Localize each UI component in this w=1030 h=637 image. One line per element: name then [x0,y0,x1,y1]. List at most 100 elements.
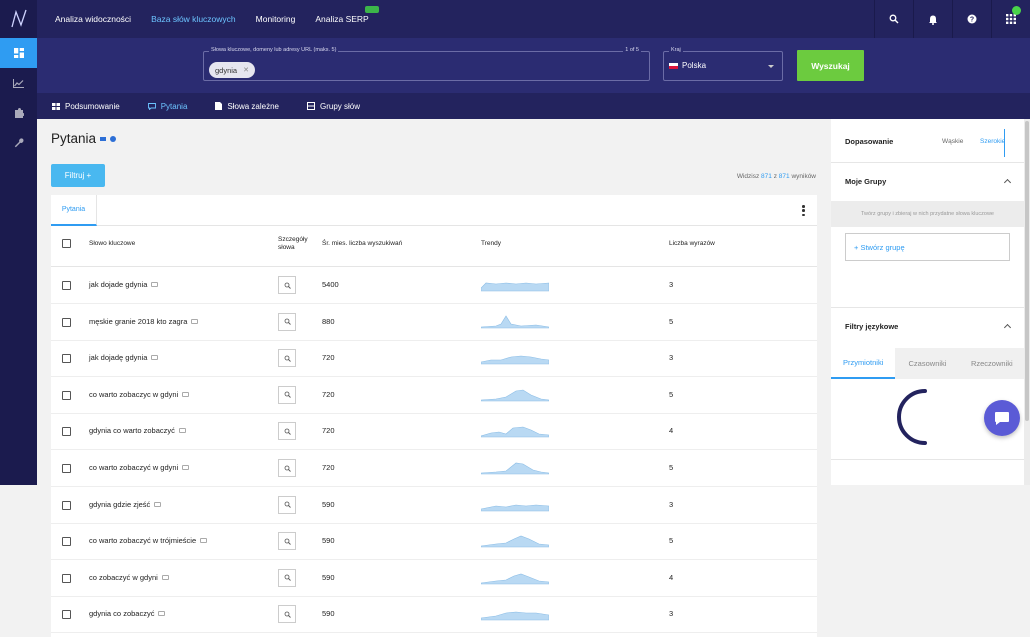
sidebar-item-dashboard[interactable] [0,38,37,68]
table-row: gdynia co zobaczyć 590 3 [51,596,817,634]
keyword-details-button[interactable] [278,605,296,624]
word-count-cell: 4 [669,426,674,436]
keyword-details-button[interactable] [278,495,296,514]
row-checkbox[interactable] [62,464,71,473]
tab-word-groups[interactable]: Grupy słów [306,101,360,111]
keyword-details-button[interactable] [278,312,296,331]
country-value: Polska [669,61,706,70]
tab-adjectives[interactable]: Przymiotniki [831,348,896,379]
sidebar-item-tools[interactable] [0,128,37,158]
help-icon[interactable]: ? [952,0,991,38]
magnifier-icon [284,611,291,618]
header-keyword[interactable]: Słowo kluczowe [89,240,136,247]
sidebar-item-analytics[interactable] [0,68,37,98]
row-checkbox[interactable] [62,281,71,290]
keyword-details-button[interactable] [278,385,296,404]
collapse-groups-icon[interactable] [1003,178,1012,187]
row-checkbox[interactable] [62,500,71,510]
keyword-details-button[interactable] [278,422,296,441]
magnifier-icon [284,501,291,508]
comment-icon[interactable] [158,611,166,617]
search-icon[interactable] [874,0,913,38]
word-count-cell: 3 [669,609,674,619]
tab-nouns[interactable]: Rzeczowniki [959,348,1024,379]
row-checkbox[interactable] [62,573,71,583]
sidebar-item-integrations[interactable] [0,98,37,128]
keyword-chip[interactable]: gdynia ✕ [209,62,255,78]
comment-icon[interactable] [182,465,190,470]
trend-sparkline [481,427,549,438]
row-checkbox[interactable] [62,427,71,437]
tab-word-groups-label: Grupy słów [319,101,360,111]
chat-button[interactable] [984,400,1020,436]
keyword-details-button[interactable] [278,568,296,587]
comment-icon[interactable] [161,574,169,580]
keyword-details-button[interactable] [278,459,296,477]
comment-icon[interactable] [154,501,162,507]
header-word-count[interactable]: Liczba wyrazów [669,240,715,247]
tab-verbs[interactable]: Czasowniki [895,348,960,379]
info-icon[interactable] [110,135,117,142]
right-panel-scroll-thumb[interactable] [1025,121,1029,421]
logo-icon[interactable] [0,0,37,38]
create-group-button[interactable]: + Stwórz grupę [845,233,1010,261]
comment-icon[interactable] [178,428,186,434]
match-narrow-option[interactable]: Wąskie [942,138,964,145]
tab-related-words[interactable]: Słowa zależne [215,102,279,111]
bell-icon[interactable] [913,0,952,38]
more-options-icon[interactable] [802,205,805,216]
table-row: gdynia gdzie zjeść 590 3 [51,487,817,524]
nav-link-serp-analysis[interactable]: Analiza SERP [315,6,379,24]
table-row: męskie granie 2018 kto zagra 880 5 [51,304,817,341]
keywords-field[interactable]: Słowa kluczowe, domeny lub adresy URL (m… [203,47,650,81]
row-checkbox[interactable] [62,537,71,547]
filter-button[interactable]: Filtruj + [51,164,105,187]
page-title-text: Pytania [51,131,97,146]
select-all-checkbox[interactable] [62,239,71,248]
nav-link-monitoring[interactable]: Monitoring [255,14,296,24]
row-checkbox[interactable] [62,610,71,620]
keyword-text[interactable]: gdynia co warto zobaczyć [89,426,175,436]
word-count-cell: 3 [669,280,674,289]
nav-link-visibility[interactable]: Analiza widoczności [55,14,132,24]
collapse-language-filters-icon[interactable] [1003,323,1012,332]
header-volume[interactable]: Śr. mies. liczba wyszukiwań [322,240,403,247]
remove-chip-icon[interactable]: ✕ [243,67,249,74]
row-checkbox[interactable] [62,354,71,364]
keyword-text[interactable]: jak dojade gdynia [89,280,148,289]
flag-icon [100,136,107,141]
trend-sparkline [481,573,549,585]
word-count-cell: 4 [669,572,674,582]
tab-questions[interactable]: Pytania [147,102,187,111]
match-broad-option[interactable]: Szerokie [980,138,1006,145]
dropdown-caret-icon [768,65,774,68]
keyword-text[interactable]: co warto zobaczyć w gdyni [89,463,179,472]
keyword-text[interactable]: męskie granie 2018 kto zagra [89,316,188,326]
keyword-text[interactable]: jak dojadę gdynia [89,353,148,363]
country-select[interactable]: Kraj Polska [663,47,783,81]
keyword-text[interactable]: gdynia gdzie zjeść [89,499,151,509]
row-checkbox[interactable] [62,390,71,400]
apps-grid-icon[interactable] [991,0,1030,38]
keyword-text[interactable]: co warto zobaczyć w trójmieście [89,536,197,546]
table-tab-questions[interactable]: Pytania [51,195,97,226]
keyword-text[interactable]: co warto zobaczyc w gdyni [89,389,179,399]
keyword-details-button[interactable] [278,532,296,551]
search-button[interactable]: Wyszukaj [797,50,864,81]
comment-icon[interactable] [151,282,159,287]
keyword-text[interactable]: co zobaczyć w gdyni [89,572,158,582]
row-checkbox[interactable] [62,317,71,327]
results-table-panel: Pytania Słowo kluczowe Szczegóły słowa Ś… [51,195,817,637]
tab-summary-label: Podsumowanie [65,101,120,111]
left-sidebar [0,38,37,485]
comment-icon[interactable] [191,318,199,324]
tab-summary[interactable]: Podsumowanie [52,102,120,111]
nav-link-keyword-database[interactable]: Baza słów kluczowych [151,14,236,24]
keyword-text[interactable]: gdynia co zobaczyć [89,609,155,619]
comment-icon[interactable] [182,391,190,397]
keyword-details-button[interactable] [278,276,296,294]
table-row: jak dojade gdynia 5400 3 [51,267,817,304]
keyword-details-button[interactable] [278,349,296,368]
comment-icon[interactable] [200,538,208,544]
comment-icon[interactable] [151,355,159,361]
